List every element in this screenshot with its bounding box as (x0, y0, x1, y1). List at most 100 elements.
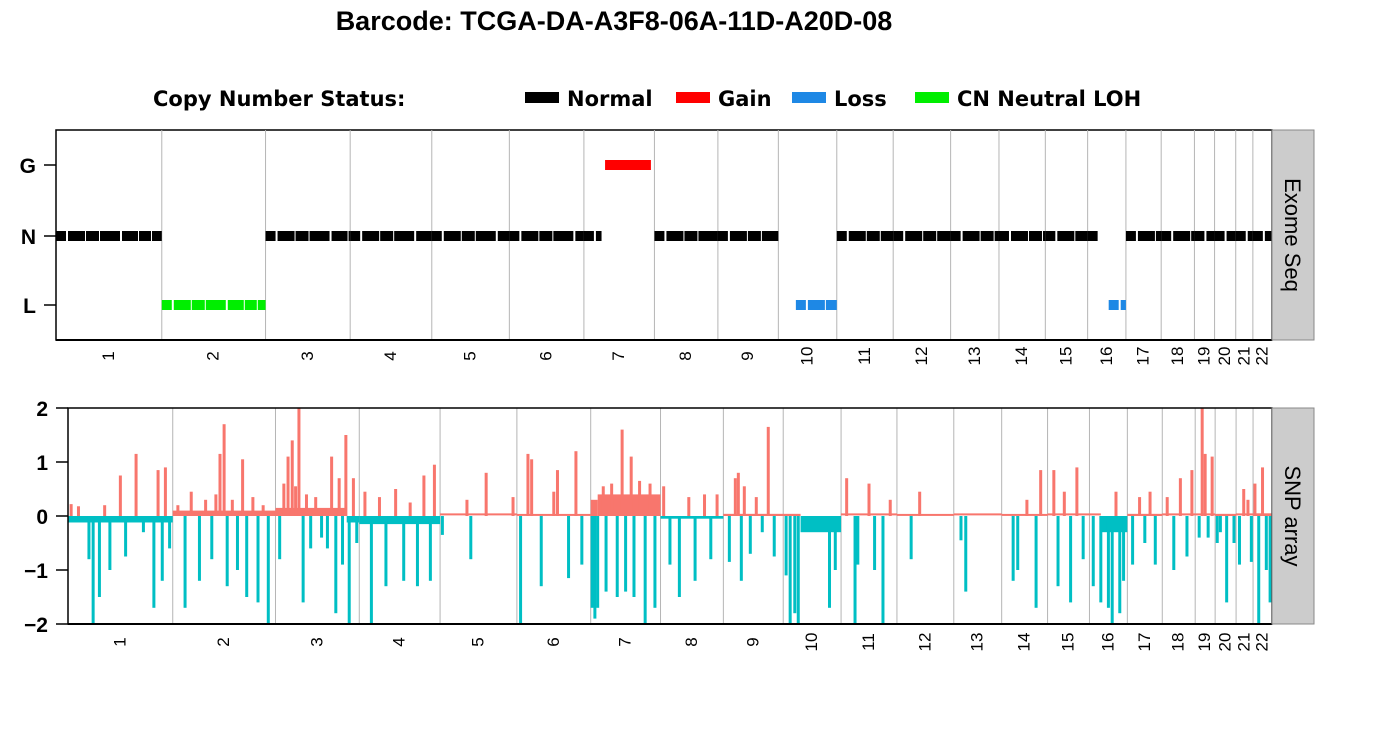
snp-spike (351, 478, 355, 516)
segment-block (717, 231, 728, 241)
segment-block (1252, 231, 1263, 241)
snp-spike (314, 497, 318, 516)
snp-spike (108, 516, 112, 570)
snp-spike (156, 470, 160, 516)
snp-spike (909, 516, 913, 560)
snp-y-tick: 2 (36, 398, 48, 421)
chromosome-tick-label: 5 (468, 637, 487, 646)
snp-spike (1215, 516, 1219, 543)
snp-spike (574, 451, 578, 516)
segment-block (684, 231, 698, 241)
snp-spike (1153, 516, 1157, 565)
segment-block (309, 231, 330, 241)
snp-spike (530, 459, 534, 516)
snp-spike (210, 516, 214, 560)
snp-spike (377, 497, 381, 516)
snp-spike (432, 464, 436, 516)
segment-block (394, 231, 415, 241)
segment-block (1214, 231, 1225, 241)
snp-spike (1062, 491, 1066, 516)
snp-spike (1249, 516, 1253, 562)
snp-spike (465, 499, 469, 516)
segment-block (1161, 231, 1172, 241)
chromosome-tick-label: 1 (99, 351, 118, 360)
snp-spike (282, 483, 286, 516)
snp-spike (294, 486, 298, 516)
snp-spike (1016, 516, 1020, 570)
snp-spike (91, 516, 95, 624)
snp-spike (1261, 467, 1265, 516)
snp-spike (727, 516, 731, 562)
snp-strip-label: SNP array (1280, 465, 1305, 566)
snp-y-tick: 1 (36, 452, 48, 475)
snp-segment (1215, 513, 1237, 516)
snp-segment (275, 507, 347, 516)
snp-spike (526, 453, 530, 516)
snp-spike (176, 505, 180, 516)
segment-block (416, 231, 432, 241)
snp-spike (278, 516, 282, 560)
snp-spike (1148, 491, 1152, 516)
snp-spike (235, 516, 239, 570)
chromosome-tick-label: 3 (307, 637, 326, 646)
chromosome-tick-label: 13 (965, 347, 984, 366)
segment-block (295, 231, 309, 241)
snp-spike (1172, 516, 1176, 570)
snp-spike (1131, 516, 1135, 565)
snp-spike (309, 516, 313, 549)
snp-spike (604, 516, 608, 592)
snp-spike (261, 505, 265, 516)
snp-segment (68, 516, 173, 523)
snp-spike (286, 456, 290, 516)
snp-segment (660, 516, 724, 519)
snp-spike (703, 494, 707, 516)
snp-spike (793, 516, 797, 614)
chromosome-tick-label: 17 (1135, 633, 1154, 652)
segment-block (1087, 231, 1098, 241)
snp-segment (1089, 513, 1101, 516)
snp-spike (881, 516, 885, 624)
snp-spike (511, 497, 515, 516)
segment-block (244, 300, 257, 310)
snp-spike (422, 475, 426, 516)
snp-segment (1162, 513, 1196, 516)
chromosome-tick-label: 4 (390, 637, 409, 646)
segment-block (1173, 231, 1191, 241)
snp-spike (160, 516, 164, 581)
snp-spike (748, 516, 752, 554)
snp-segment (783, 513, 801, 516)
snp-spike (555, 470, 559, 516)
snp-spike (1225, 516, 1229, 603)
snp-spike (334, 516, 338, 614)
chromosome-tick-label: 12 (915, 633, 934, 652)
snp-spike (668, 516, 672, 565)
snp-spike (620, 429, 624, 516)
chromosome-tick-label: 11 (855, 347, 874, 365)
snp-spike (601, 486, 605, 516)
snp-spike (241, 459, 245, 516)
snp-spike (1069, 516, 1073, 603)
snp-spike (1122, 516, 1126, 581)
snp-spike (394, 489, 398, 516)
snp-spike (828, 516, 832, 608)
chromosome-tick-label: 10 (798, 347, 817, 366)
snp-spike (1114, 491, 1118, 516)
chromosome-tick-label: 11 (859, 633, 878, 651)
snp-spike (344, 435, 348, 516)
snp-segment (346, 516, 360, 523)
snp-spike (1190, 470, 1194, 516)
chromosome-tick-label: 8 (676, 351, 695, 360)
snp-spike (402, 516, 406, 581)
snp-spike (197, 516, 201, 581)
snp-spike (760, 516, 764, 533)
segment-block (654, 231, 665, 241)
segment-block (1042, 231, 1046, 241)
snp-spike (218, 453, 222, 516)
segment-block (431, 231, 442, 241)
legend-swatch (525, 92, 559, 103)
snp-spike (1232, 516, 1236, 543)
snp-spike (152, 516, 156, 608)
snp-spike (440, 516, 444, 535)
snp-spike (766, 426, 770, 516)
segment-block (68, 231, 85, 241)
